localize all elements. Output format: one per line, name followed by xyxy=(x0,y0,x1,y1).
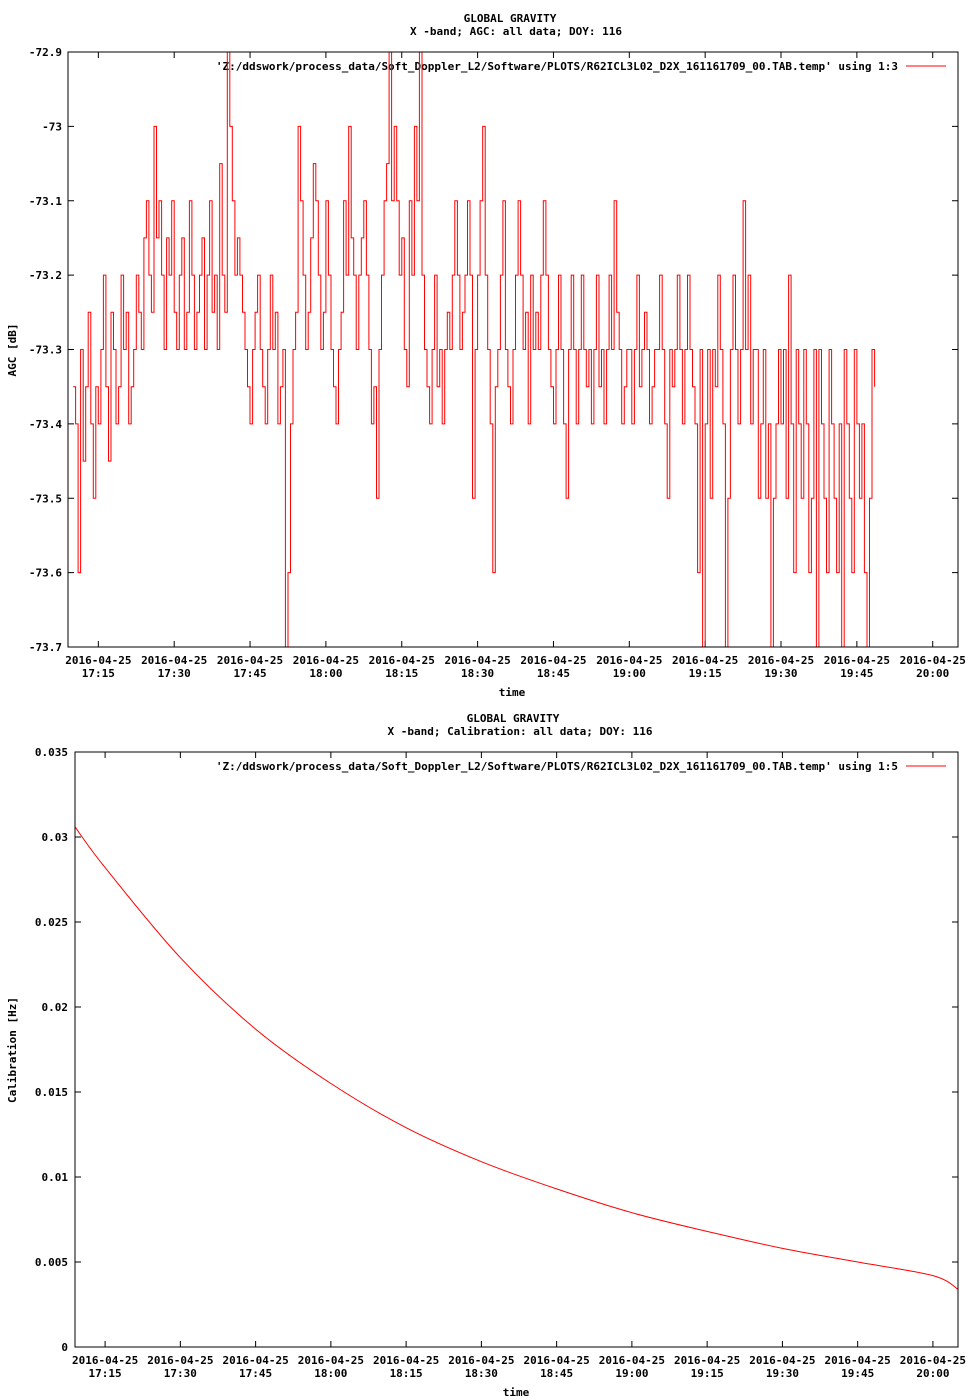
series-line xyxy=(74,826,959,1290)
x-tick-label-time: 19:45 xyxy=(840,667,873,680)
x-tick-label-date: 2016-04-25 xyxy=(674,1354,740,1367)
x-tick-label-date: 2016-04-25 xyxy=(749,1354,815,1367)
x-axis-label: time xyxy=(499,686,526,699)
x-tick-label-time: 17:15 xyxy=(89,1367,122,1380)
x-tick-label-time: 19:30 xyxy=(764,667,797,680)
y-tick-label: 0.035 xyxy=(35,746,68,759)
x-tick-label-time: 19:00 xyxy=(613,667,646,680)
axis-ticks xyxy=(68,51,958,648)
x-tick-label-time: 20:00 xyxy=(916,667,949,680)
x-tick-label-time: 17:15 xyxy=(82,667,115,680)
x-tick-label-date: 2016-04-25 xyxy=(596,654,662,667)
x-tick-label-date: 2016-04-25 xyxy=(524,1354,590,1367)
tick-labels: 0.035 0.03 0.025 0.02 0.015 0.01 0.005 0 2016-04… xyxy=(35,746,966,1380)
y-tick-label: -73.6 xyxy=(29,567,62,580)
x-tick-label-date: 2016-04-25 xyxy=(222,1354,288,1367)
x-axis-label: time xyxy=(503,1386,530,1399)
chart-title: GLOBAL GRAVITY xyxy=(467,712,560,725)
x-tick-label-date: 2016-04-25 xyxy=(900,1354,966,1367)
x-tick-label-date: 2016-04-25 xyxy=(298,1354,364,1367)
legend-label: 'Z:/ddswork/process_data/Soft_Doppler_L2… xyxy=(216,760,898,773)
x-tick-label-time: 18:15 xyxy=(390,1367,423,1380)
x-tick-label-date: 2016-04-25 xyxy=(293,654,359,667)
x-tick-label-time: 20:00 xyxy=(916,1367,949,1380)
y-tick-label: 0 xyxy=(61,1341,68,1354)
y-axis-label: AGC [dB] xyxy=(6,324,19,377)
x-tick-label-date: 2016-04-25 xyxy=(65,654,131,667)
x-tick-label-date: 2016-04-25 xyxy=(444,654,510,667)
y-tick-label: -73 xyxy=(42,120,62,133)
x-tick-label-time: 18:00 xyxy=(314,1367,347,1380)
x-tick-label-time: 18:30 xyxy=(461,667,494,680)
x-tick-label-date: 2016-04-25 xyxy=(520,654,586,667)
plot-frame xyxy=(74,751,959,1348)
y-tick-label: -73.7 xyxy=(29,641,62,654)
y-tick-label: -72.9 xyxy=(29,46,62,59)
calibration-chart: GLOBAL GRAVITY X -band; Calibration: all… xyxy=(6,712,966,1399)
x-tick-label-date: 2016-04-25 xyxy=(147,1354,213,1367)
x-tick-label-date: 2016-04-25 xyxy=(672,654,738,667)
y-tick-label: -73.1 xyxy=(29,195,62,208)
y-tick-label: 0.01 xyxy=(42,1171,69,1184)
chart-title: GLOBAL GRAVITY xyxy=(464,12,557,25)
x-tick-label-time: 17:30 xyxy=(158,667,191,680)
y-tick-label: 0.02 xyxy=(42,1001,69,1014)
y-tick-label: 0.015 xyxy=(35,1086,68,1099)
y-tick-label: -73.3 xyxy=(29,344,62,357)
x-tick-label-time: 18:30 xyxy=(465,1367,498,1380)
x-tick-label-time: 18:15 xyxy=(385,667,418,680)
agc-chart: GLOBAL GRAVITY X -band; AGC: all data; D… xyxy=(6,12,966,699)
series-line xyxy=(73,51,876,648)
x-tick-label-time: 17:45 xyxy=(239,1367,272,1380)
x-tick-label-time: 19:15 xyxy=(689,667,722,680)
y-tick-label: -73.2 xyxy=(29,269,62,282)
x-tick-label-date: 2016-04-25 xyxy=(900,654,966,667)
plot-area xyxy=(74,826,959,1290)
y-tick-label: -73.4 xyxy=(29,418,62,431)
plot-frame xyxy=(67,51,959,648)
axis-ticks xyxy=(75,751,958,1348)
x-tick-label-time: 19:15 xyxy=(691,1367,724,1380)
tick-labels: -72.9 -73 -73.1 -73.2 -73.3 -73.4 -73.5 -73.6 -7… xyxy=(29,46,966,680)
x-tick-label-time: 19:30 xyxy=(766,1367,799,1380)
x-tick-label-date: 2016-04-25 xyxy=(599,1354,665,1367)
x-tick-label-time: 19:45 xyxy=(841,1367,874,1380)
x-tick-label-time: 18:45 xyxy=(540,1367,573,1380)
y-axis-label: Calibration [Hz] xyxy=(6,997,19,1103)
x-tick-label-date: 2016-04-25 xyxy=(141,654,207,667)
x-tick-label-time: 18:45 xyxy=(537,667,570,680)
x-tick-label-date: 2016-04-25 xyxy=(373,1354,439,1367)
x-tick-label-time: 17:45 xyxy=(233,667,266,680)
y-tick-label: 0.005 xyxy=(35,1256,68,1269)
x-tick-label-date: 2016-04-25 xyxy=(369,654,435,667)
y-tick-label: 0.03 xyxy=(42,831,69,844)
legend-label: 'Z:/ddswork/process_data/Soft_Doppler_L2… xyxy=(216,60,898,73)
x-tick-label-date: 2016-04-25 xyxy=(825,1354,891,1367)
x-tick-label-date: 2016-04-25 xyxy=(748,654,814,667)
chart-subtitle: X -band; AGC: all data; DOY: 116 xyxy=(410,25,622,38)
x-tick-label-date: 2016-04-25 xyxy=(217,654,283,667)
x-tick-label-time: 19:00 xyxy=(615,1367,648,1380)
x-tick-label-date: 2016-04-25 xyxy=(824,654,890,667)
x-tick-label-time: 18:00 xyxy=(309,667,342,680)
chart-subtitle: X -band; Calibration: all data; DOY: 116 xyxy=(388,725,653,738)
x-tick-label-date: 2016-04-25 xyxy=(448,1354,514,1367)
x-tick-label-time: 17:30 xyxy=(164,1367,197,1380)
plot-area xyxy=(73,51,876,648)
x-tick-label-date: 2016-04-25 xyxy=(72,1354,138,1367)
y-tick-label: -73.5 xyxy=(29,492,62,505)
y-tick-label: 0.025 xyxy=(35,916,68,929)
